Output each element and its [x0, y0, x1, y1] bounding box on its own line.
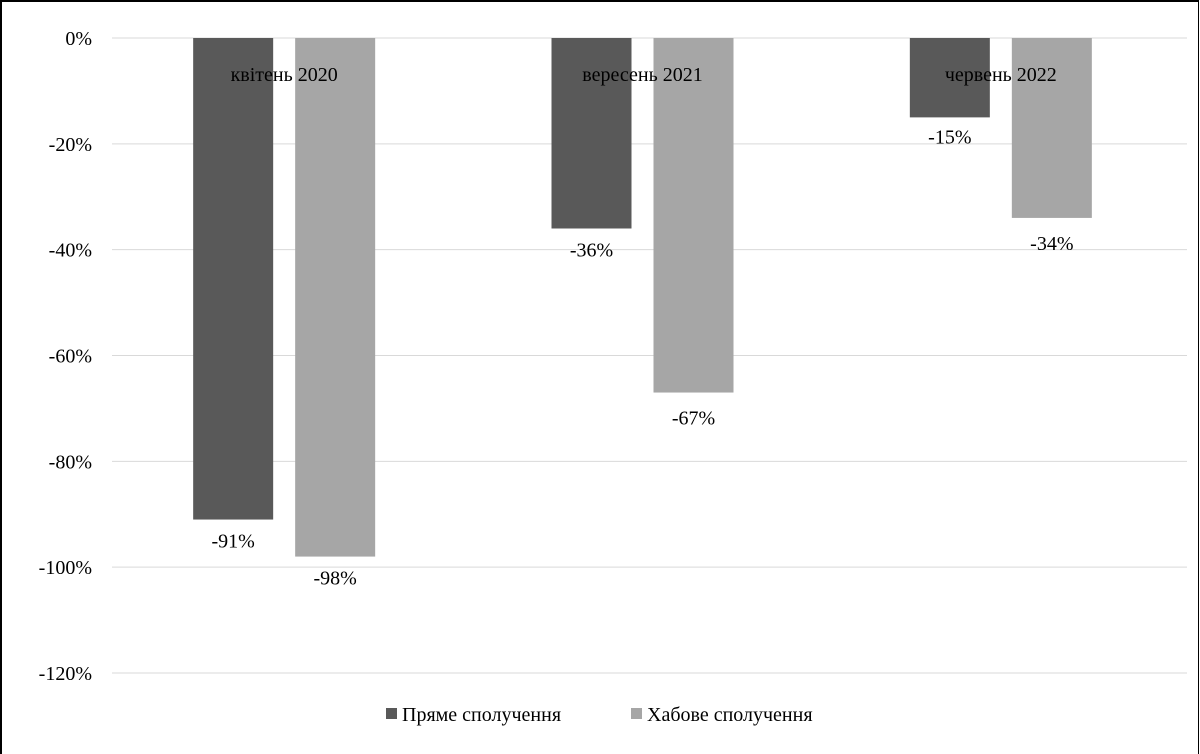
y-tick-label: -40%	[49, 240, 92, 262]
data-label: -91%	[212, 531, 255, 553]
category-label: квітень 2020	[231, 64, 338, 86]
bar	[1011, 38, 1092, 218]
y-tick-label: -120%	[39, 663, 92, 685]
category-label: вересень 2021	[582, 64, 702, 86]
y-tick-label: -20%	[49, 134, 92, 156]
data-label: -36%	[570, 240, 613, 262]
y-tick-label: -100%	[39, 557, 92, 579]
data-label: -34%	[1030, 233, 1073, 255]
legend-label: Пряме сполучення	[402, 704, 561, 726]
bar	[653, 38, 734, 393]
data-label: -98%	[314, 568, 357, 590]
bar	[193, 38, 274, 520]
data-label: -15%	[928, 126, 971, 148]
bar	[551, 38, 632, 229]
legend-label: Хабове сполучення	[647, 704, 813, 726]
category-label: червень 2022	[945, 64, 1057, 86]
y-tick-label: -60%	[49, 346, 92, 368]
legend-swatch	[631, 708, 642, 719]
bar	[295, 38, 376, 557]
y-tick-label: -80%	[49, 451, 92, 473]
legend-swatch	[386, 708, 397, 719]
bar	[909, 38, 990, 118]
data-label: -67%	[672, 408, 715, 430]
y-tick-label: 0%	[65, 28, 92, 50]
